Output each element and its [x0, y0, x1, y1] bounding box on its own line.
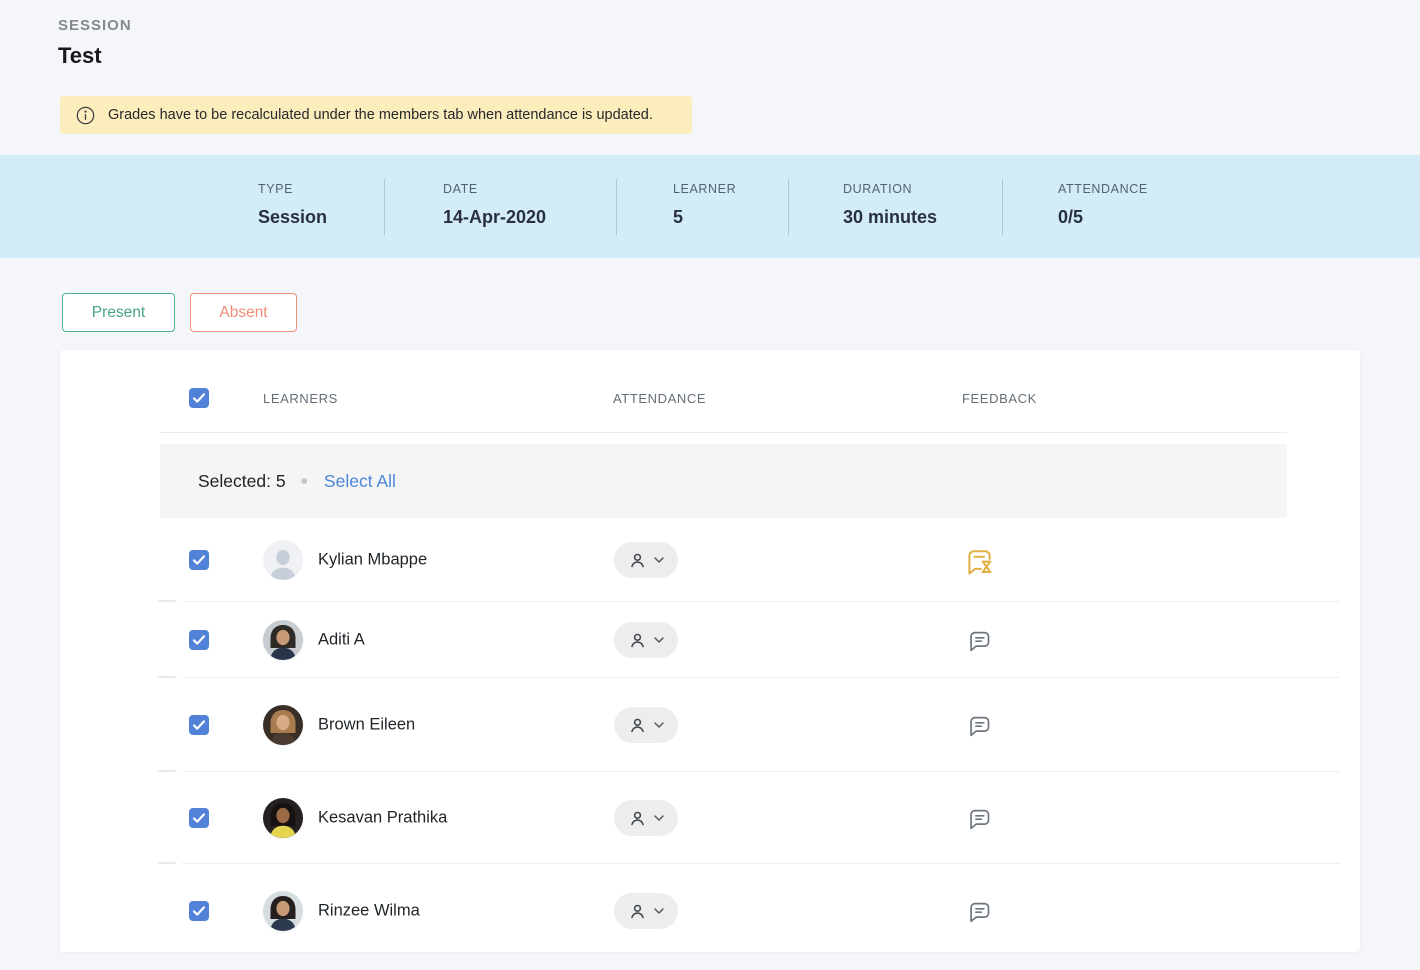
absent-button[interactable]: Absent	[190, 293, 297, 332]
learner-row: Aditi A	[60, 602, 1360, 678]
learner-name: Kesavan Prathika	[318, 808, 448, 827]
table-header-row: LEARNERS ATTENDANCE FEEDBACK	[60, 350, 1360, 433]
person-icon	[631, 718, 644, 732]
summary-attendance: ATTENDANCE 0/5	[1058, 182, 1148, 228]
chevron-down-icon	[654, 557, 664, 563]
avatar-photo	[263, 620, 303, 660]
present-button[interactable]: Present	[62, 293, 175, 332]
summary-attendance-label: ATTENDANCE	[1058, 182, 1148, 196]
learner-row: Brown Eileen	[60, 678, 1360, 772]
column-header-feedback: FEEDBACK	[962, 391, 1037, 406]
summary-date-label: DATE	[443, 182, 478, 196]
summary-date-value: 14-Apr-2020	[443, 207, 547, 227]
attendance-table-card: LEARNERS ATTENDANCE FEEDBACK Selected: 5…	[60, 350, 1360, 952]
row-checkbox[interactable]	[189, 901, 209, 921]
row-checkbox[interactable]	[189, 715, 209, 735]
learner-name: Kylian Mbappe	[318, 550, 428, 569]
feedback-pending-icon[interactable]	[962, 543, 996, 577]
chevron-down-icon	[654, 908, 664, 914]
summary-type-label: TYPE	[258, 182, 294, 196]
summary-type: TYPE Session	[258, 182, 327, 228]
avatar-photo	[263, 705, 303, 745]
selection-bar: Selected: 5 • Select All	[160, 444, 1287, 518]
banner-text: Grades have to be recalculated under the…	[108, 107, 653, 123]
chevron-down-icon	[654, 815, 664, 821]
attendance-dropdown[interactable]	[614, 800, 678, 836]
feedback-comment-icon[interactable]	[962, 894, 996, 928]
summary-learner-value: 5	[673, 207, 684, 227]
summary-date: DATE 14-Apr-2020	[443, 182, 546, 228]
avatar-photo	[263, 891, 303, 931]
attendance-dropdown[interactable]	[614, 622, 678, 658]
feedback-comment-icon[interactable]	[962, 708, 996, 742]
summary-learner: LEARNER 5	[673, 182, 736, 228]
section-label: SESSION	[58, 17, 132, 34]
person-icon	[631, 633, 644, 647]
attendance-dropdown[interactable]	[614, 542, 678, 578]
avatar-placeholder	[263, 540, 303, 580]
avatar-photo	[263, 798, 303, 838]
summary-type-value: Session	[258, 207, 328, 227]
separator-dot: •	[300, 469, 308, 493]
feedback-comment-icon[interactable]	[962, 801, 996, 835]
attendance-dropdown[interactable]	[614, 893, 678, 929]
feedback-comment-icon[interactable]	[962, 623, 996, 657]
summary-duration-label: DURATION	[843, 182, 913, 196]
summary-divider	[616, 179, 617, 235]
select-all-link[interactable]: Select All	[323, 470, 396, 491]
summary-divider	[788, 179, 789, 235]
chevron-down-icon	[654, 637, 664, 643]
page-title: Test	[58, 43, 102, 68]
learner-row: Kesavan Prathika	[60, 772, 1360, 864]
column-header-learners: LEARNERS	[263, 391, 338, 406]
person-icon	[631, 553, 644, 567]
learner-rows: Kylian Mbappe	[60, 518, 1360, 952]
learner-name: Aditi A	[318, 630, 365, 649]
learner-row: Kylian Mbappe	[60, 518, 1360, 602]
person-icon	[631, 811, 644, 825]
selected-count: Selected: 5	[198, 470, 286, 491]
summary-learner-label: LEARNER	[673, 182, 737, 196]
session-summary-band: TYPE Session DATE 14-Apr-2020 LEARNER 5 …	[0, 155, 1420, 258]
learner-name: Brown Eileen	[318, 715, 416, 734]
info-icon	[76, 106, 95, 125]
attendance-dropdown[interactable]	[614, 707, 678, 743]
learner-row: Rinzee Wilma	[60, 864, 1360, 952]
person-icon	[631, 904, 644, 918]
column-header-attendance: ATTENDANCE	[613, 391, 707, 406]
summary-divider	[1002, 179, 1003, 235]
row-checkbox[interactable]	[189, 550, 209, 570]
summary-attendance-value: 0/5	[1058, 207, 1084, 227]
chevron-down-icon	[654, 722, 664, 728]
row-checkbox[interactable]	[189, 808, 209, 828]
summary-duration-value: 30 minutes	[843, 207, 938, 227]
summary-divider	[384, 179, 385, 235]
row-checkbox[interactable]	[189, 630, 209, 650]
learner-name: Rinzee Wilma	[318, 901, 420, 920]
summary-duration: DURATION 30 minutes	[843, 182, 937, 228]
info-banner: Grades have to be recalculated under the…	[60, 96, 692, 134]
select-all-checkbox[interactable]	[189, 388, 209, 408]
